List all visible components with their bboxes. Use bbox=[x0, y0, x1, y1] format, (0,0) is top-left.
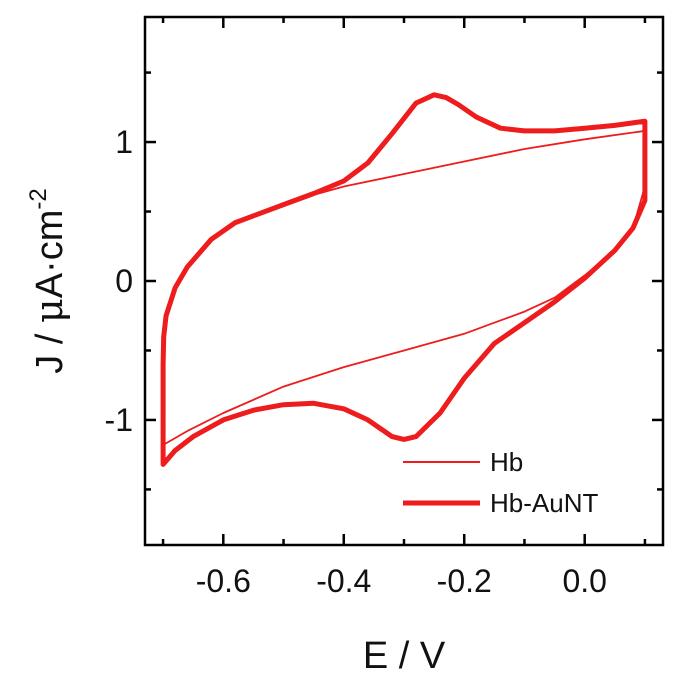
y-axis-title-unit: A·cm bbox=[29, 210, 71, 299]
legend: Hb Hb-AuNT bbox=[403, 447, 598, 518]
axis-ticks bbox=[145, 17, 663, 545]
y-axis-title-prefix: J / bbox=[29, 323, 71, 374]
plot-frame bbox=[143, 15, 665, 547]
plot-series bbox=[160, 92, 648, 467]
tick-labels: -0.6 -0.4 -0.2 0.0 -1 0 1 bbox=[105, 124, 607, 599]
x-tick-label: -0.2 bbox=[437, 563, 492, 599]
x-tick-label: -0.4 bbox=[316, 563, 371, 599]
x-tick-label: -0.6 bbox=[196, 563, 251, 599]
y-axis-title-mu: μ bbox=[27, 298, 71, 323]
y-tick-label: 1 bbox=[115, 124, 133, 160]
y-tick-label: 0 bbox=[115, 263, 133, 299]
x-axis-title: E / V bbox=[363, 635, 446, 677]
y-tick-label: -1 bbox=[105, 402, 133, 438]
legend-label-hb-aunt: Hb-AuNT bbox=[490, 488, 598, 518]
y-axis-title: J / μA·cm-2 bbox=[25, 188, 71, 373]
x-tick-label: 0.0 bbox=[562, 563, 606, 599]
y-axis-title-exponent: -2 bbox=[25, 188, 52, 209]
series-line-hb-aunt bbox=[160, 92, 648, 467]
legend-label-hb: Hb bbox=[490, 447, 523, 477]
